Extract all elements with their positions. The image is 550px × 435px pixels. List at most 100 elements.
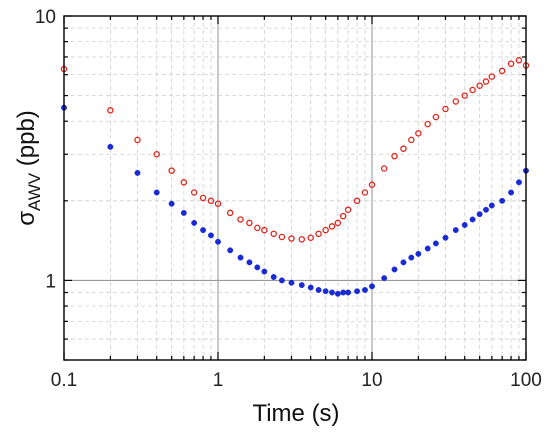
series-layer [60,57,530,297]
data-point [476,82,483,89]
grid [63,16,526,361]
data-point [391,266,398,273]
data-point [261,226,268,234]
data-point [499,197,506,204]
data-point [168,167,175,174]
data-point [207,197,215,205]
data-point [415,250,422,257]
data-point [424,245,431,252]
data-point [328,223,336,230]
data-point [381,275,388,282]
data-point [322,288,329,295]
data-point [483,206,489,213]
data-point [288,235,295,242]
data-point [191,219,198,226]
data-point [237,254,244,261]
series-2 [61,104,529,297]
x-tick-label: 10 [361,370,382,391]
data-point [408,254,415,261]
data-point [227,247,234,254]
data-point [226,209,234,217]
data-point [361,189,369,196]
data-point [516,179,522,186]
x-tick-label: 1 [213,370,224,391]
data-point [237,216,244,223]
data-point [278,277,285,284]
data-point [199,194,207,202]
data-point [368,181,376,189]
data-point [134,169,141,176]
data-point [246,259,253,266]
data-point [400,259,407,266]
data-point [180,209,187,216]
data-point [200,227,207,234]
data-point [315,230,322,238]
data-point [190,189,198,196]
series-1 [60,57,530,243]
data-point [340,289,347,296]
data-point [254,264,261,271]
data-point [424,120,431,128]
data-point [515,57,523,64]
tick-labels: 0.1 1 10 100 1 10 [35,7,542,391]
data-point [334,290,341,297]
data-point [322,226,329,234]
data-point [442,105,449,113]
data-point [168,200,175,207]
y-axis-title-prefix: σ [13,211,40,226]
data-point [362,287,368,293]
data-point [270,230,277,238]
data-point [307,234,314,241]
data-point [380,165,388,172]
data-point [461,222,468,228]
y-tick-label: 10 [35,7,56,28]
data-point [107,107,114,114]
data-point [469,86,476,94]
data-point [353,197,361,205]
data-point [442,234,449,241]
y-axis-title-subscript: AWV [25,172,44,211]
data-point [339,212,347,220]
data-point [344,206,352,214]
data-point [469,216,476,223]
axes [63,15,527,361]
data-point [432,240,439,247]
data-point [153,189,160,196]
data-point [498,67,506,75]
data-point [415,130,422,137]
data-point [214,200,222,207]
x-tick-label: 0.1 [51,370,77,391]
data-point [298,282,305,289]
x-tick-label: 100 [510,370,542,391]
data-point [508,189,515,196]
data-point [134,136,141,144]
data-point [334,219,342,227]
data-point [488,202,495,209]
data-point [180,179,188,186]
data-point [408,136,415,144]
y-axis-title: σAWV (ppb) [13,110,44,226]
data-point [507,60,515,67]
data-point [354,288,361,295]
data-point [452,98,460,105]
y-axis-title-suffix: (ppb) [13,110,40,173]
data-point [461,92,468,99]
data-point [315,287,322,293]
plot-frame [63,15,527,361]
data-point [369,283,375,290]
data-point [452,227,459,234]
data-point [254,224,261,232]
data-point [215,238,221,245]
data-point [246,219,253,227]
data-point [476,211,483,218]
data-point [329,289,335,296]
data-point [391,152,398,160]
y-tick-label: 1 [45,271,56,292]
data-point [488,73,496,80]
data-point [270,274,277,280]
data-point [153,151,160,158]
data-point [208,232,214,239]
data-point [307,284,314,291]
data-point [298,236,306,243]
